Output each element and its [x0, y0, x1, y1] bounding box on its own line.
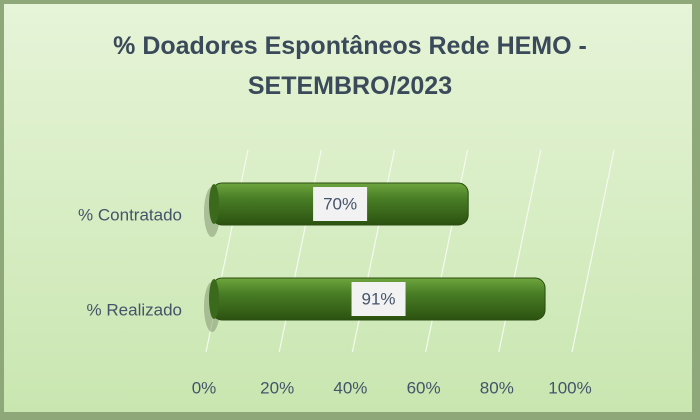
data-label: 70%: [323, 194, 357, 213]
data-label-box: [351, 282, 406, 316]
y-tick-label: % Realizado: [87, 300, 182, 319]
x-tick-label: 80%: [480, 378, 514, 397]
bar-cap: [209, 279, 219, 319]
x-tick-label: 40%: [333, 378, 367, 397]
x-tick-label: 0%: [192, 378, 217, 397]
plot-area: 0% 20% 40% 60% 80% 100% % Contratado 70% % Reali…: [78, 149, 615, 397]
x-tick-label: 60%: [407, 378, 441, 397]
data-label: 91%: [362, 289, 396, 308]
data-label-box: [313, 187, 368, 221]
bar-cap: [209, 184, 219, 224]
grid-line: [571, 149, 615, 353]
x-tick-label: 100%: [548, 378, 591, 397]
chart-title: % Doadores Espontâneos Rede HEMO - SETEM…: [113, 32, 587, 100]
y-tick-label: % Contratado: [78, 205, 182, 224]
x-tick-label: 20%: [260, 378, 294, 397]
